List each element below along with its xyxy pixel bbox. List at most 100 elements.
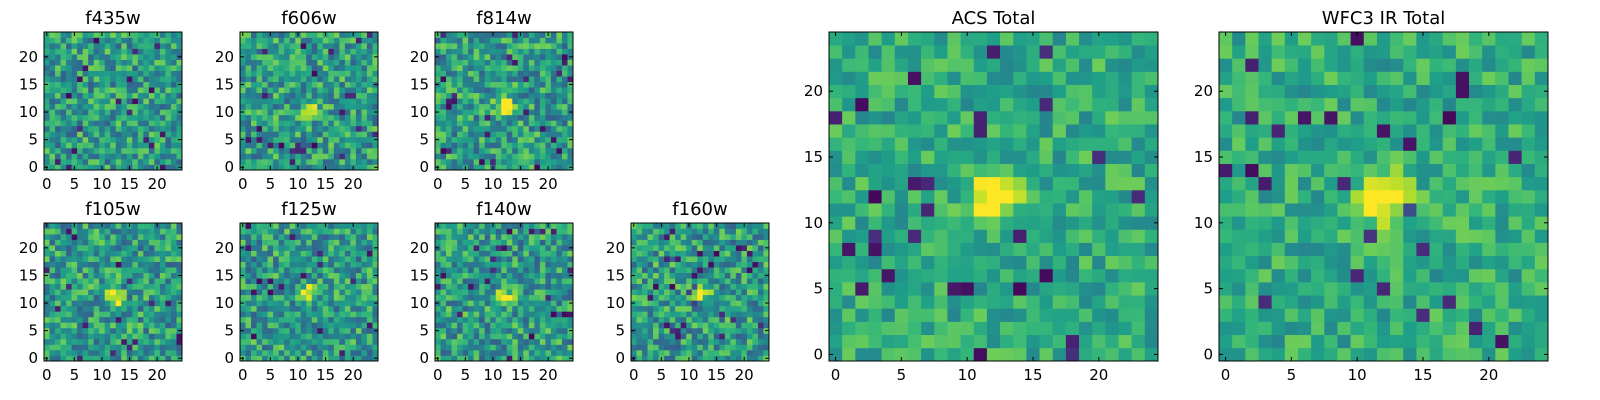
heatmap-cell [306,37,313,44]
heatmap-cell [355,333,362,340]
heatmap-cell [300,76,307,83]
heatmap-cell [289,289,296,296]
heatmap-cell [512,76,519,83]
heatmap-cell [741,278,748,285]
heatmap-cell [344,228,351,235]
heatmap-cell [132,338,139,345]
heatmap-cell [757,316,764,323]
heatmap-cell [55,136,61,143]
heatmap-cell [93,289,100,296]
heatmap-cell [490,109,497,116]
heatmap-cell [176,223,183,229]
heatmap-cell [506,81,513,88]
heatmap-cell [311,153,318,160]
heatmap-cell [82,59,89,66]
heatmap-cell [148,300,155,307]
heatmap-cell [752,355,759,362]
heatmap-cell [545,43,552,49]
heatmap-cell [328,164,335,171]
heatmap-cell [300,59,307,66]
heatmap-cell [132,344,139,351]
heatmap-cell [273,92,279,99]
heatmap-cell [636,234,643,240]
heatmap-cell [306,322,313,329]
heatmap-cell [344,239,351,246]
heatmap-cell [300,294,307,301]
heatmap-cell [495,234,502,240]
y-tick-label: 10 [410,103,429,121]
heatmap-cell [267,239,274,246]
heatmap-cell [273,272,279,279]
heatmap-cell [451,76,458,83]
heatmap-cell [567,48,574,55]
heatmap-cell [528,142,535,149]
heatmap-cell [556,131,563,138]
heatmap-cell [506,272,513,279]
heatmap-cell [457,327,463,334]
heatmap-cell [256,338,263,345]
heatmap-cell [289,261,296,268]
heatmap-cell [724,272,731,279]
heatmap-cell [484,228,491,235]
heatmap-cell [752,311,759,318]
heatmap-cell [545,300,552,307]
heatmap-cell [366,125,373,132]
heatmap-cell [512,70,519,77]
heatmap-cell [501,228,508,235]
heatmap-cell [350,294,357,301]
heatmap-cell [528,289,535,296]
heatmap-cell [435,311,441,318]
heatmap-cell [339,239,346,246]
heatmap-cell [256,48,263,55]
heatmap-cell [642,294,648,301]
x-tick-label: 15 [511,175,530,193]
heatmap-cell [763,316,770,323]
heatmap-cell [372,261,379,268]
heatmap-cell [267,267,274,274]
heatmap-cell [176,278,183,285]
heatmap-cell [328,81,335,88]
heatmap-cell [60,272,67,279]
heatmap-cell [165,98,172,105]
heatmap-cell [154,109,161,116]
heatmap-cell [735,355,742,362]
heatmap-cell [55,228,61,235]
heatmap-cell [71,70,78,77]
heatmap-cell [446,245,452,251]
heatmap-cell [746,239,753,246]
heatmap-cell [126,76,133,83]
heatmap-cell [148,125,155,132]
heatmap-cell [473,256,480,262]
heatmap-cell [550,114,557,121]
heatmap-cell [154,228,161,235]
heatmap-cell [55,59,61,66]
heatmap-cell [267,103,274,110]
heatmap-cell [1013,255,1027,270]
heatmap-cell [55,311,61,318]
heatmap-cell [132,136,139,143]
heatmap-cell [435,158,441,165]
heatmap-cell [137,114,144,121]
heatmap-cell [713,250,720,257]
heatmap-cell [517,256,524,262]
heatmap-cell [440,136,447,143]
heatmap-cell [322,316,329,323]
heatmap-cell [104,81,111,88]
heatmap-cell [664,283,670,290]
heatmap-cell [311,256,318,262]
x-tick-label: 15 [120,175,139,193]
heatmap-cell [284,278,291,285]
heatmap-cell [71,322,78,329]
heatmap-cell [372,125,379,132]
heatmap-cell [556,48,563,55]
heatmap-cell [344,294,351,301]
heatmap-cell [435,239,441,246]
heatmap-cell [539,327,546,334]
heatmap-cell [440,322,447,329]
heatmap-cell [159,234,166,240]
heatmap-cell [567,294,574,301]
heatmap-cell [960,295,975,309]
heatmap-cell [669,333,676,340]
heatmap-cell [907,282,922,296]
heatmap-cell [267,300,274,307]
